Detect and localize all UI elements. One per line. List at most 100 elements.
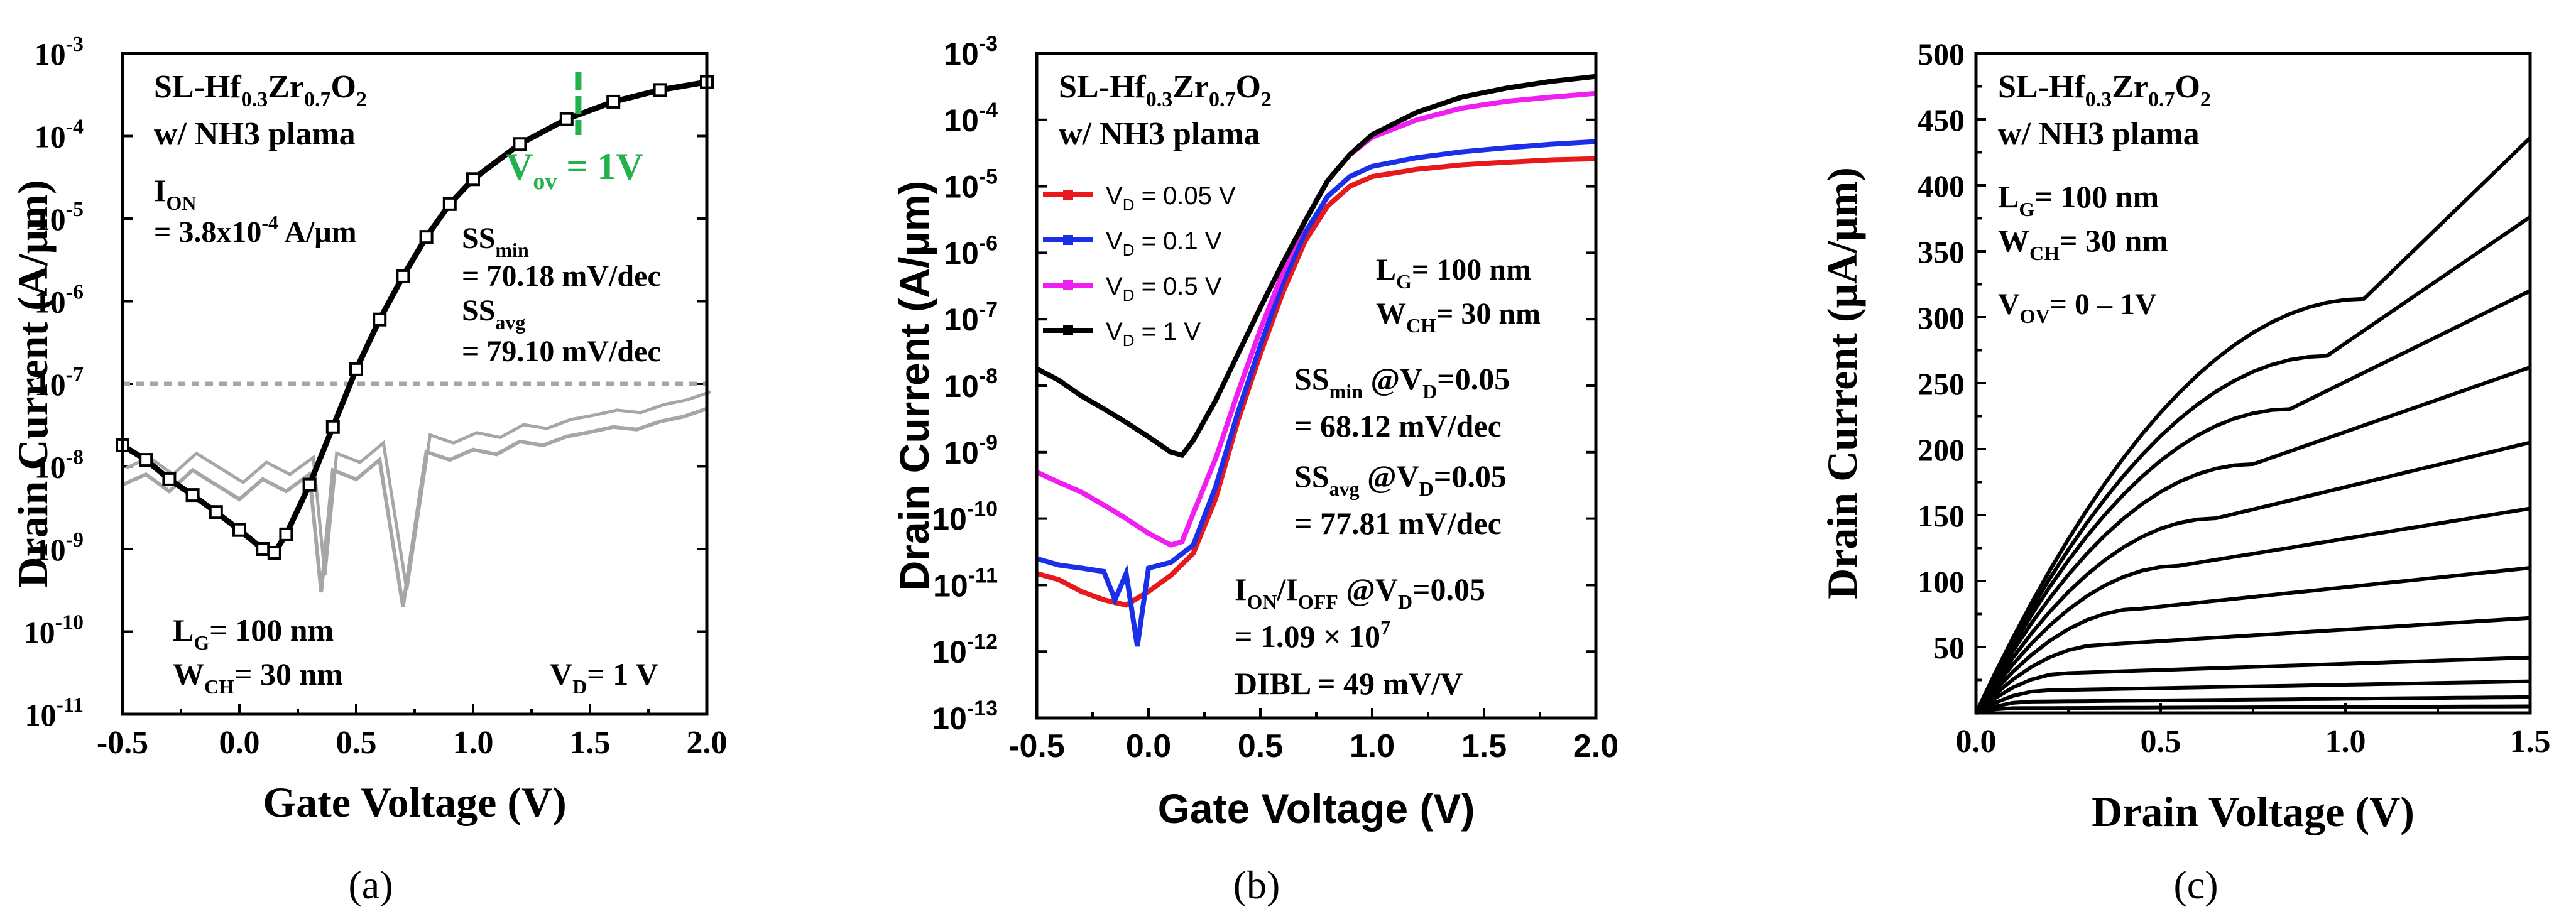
panel-a-drain-marker bbox=[396, 269, 410, 283]
panel-b-series-1 bbox=[1035, 139, 1596, 647]
panel-b-ylabel: Drain Current (A/μm) bbox=[891, 181, 937, 591]
panel-c-series-10 bbox=[1975, 695, 2531, 715]
panel-b-legend-label: VD = 0.1 V bbox=[1106, 227, 1222, 259]
panel-a-ion-label: ION bbox=[154, 173, 196, 214]
panel-a-caption: (a) bbox=[348, 862, 393, 907]
panel-c-series-11 bbox=[1975, 704, 2531, 715]
panel-b-xtick-label: 2.0 bbox=[1573, 728, 1618, 764]
panel-c-series-1 bbox=[1974, 215, 2531, 714]
panel-a-xtick-label: 2.0 bbox=[687, 725, 728, 761]
panel-b-ytick-label: 10-3 bbox=[944, 32, 998, 72]
panel-b-series-2 bbox=[1035, 90, 1596, 548]
panel-a-series bbox=[116, 72, 714, 607]
panel-c-xtick-label: 1.0 bbox=[2325, 724, 2366, 759]
panel-c-ytick-label: 150 bbox=[1918, 498, 1965, 533]
panel-c-series-9 bbox=[1975, 679, 2531, 715]
panel-c-ytick-label: 450 bbox=[1918, 102, 1965, 138]
panel-b-ssmin-value: = 68.12 mV/dec bbox=[1294, 408, 1502, 443]
panel-a-ylabel: Drain Current (A/μm) bbox=[9, 180, 57, 587]
panel-b-ytick-label: 10-7 bbox=[944, 298, 998, 337]
panel-b-series-3 bbox=[1035, 73, 1596, 459]
panel-c-ytick-label: 200 bbox=[1918, 432, 1965, 467]
panel-c-xtick-label: 0.5 bbox=[2141, 724, 2181, 759]
panel-a-ytick-label: 10-9 bbox=[35, 528, 84, 567]
panel-a-ytick-label: 10-5 bbox=[35, 198, 84, 237]
panel-c-device-line1: SL-Hf0.3Zr0.7O2 bbox=[1998, 69, 2211, 111]
panel-b-tick-labels: -0.5 0.0 0.5 1.0 1.5 2.0 10-13 10-12 10-11 10-10 1… bbox=[932, 32, 1618, 764]
panel-b-ytick-label: 10-11 bbox=[933, 563, 998, 603]
panel-c-device-line2: w/ NH3 plama bbox=[1998, 116, 2200, 152]
panel-a-vov-label: Vov = 1V bbox=[506, 146, 643, 195]
panel-b-legend-marker bbox=[1063, 235, 1073, 245]
panel-b-ytick-label: 10-10 bbox=[932, 498, 998, 537]
panel-a-drain-marker bbox=[373, 312, 387, 327]
panel-b-xtick-label: 0.5 bbox=[1238, 728, 1283, 764]
panel-a-device-line1: SL-Hf0.3Zr0.7O2 bbox=[154, 69, 367, 111]
panel-b-ytick-label: 10-13 bbox=[932, 697, 998, 736]
panel-b-legend: VD = 0.05 V VD = 0.1 V VD = 0.5 V VD = 1 V bbox=[1043, 182, 1236, 350]
panel-a-ion-value: = 3.8x10-4 A/μm bbox=[154, 211, 357, 249]
panel-b-device-line1: SL-Hf0.3Zr0.7O2 bbox=[1059, 69, 1272, 111]
panel-a-drain-marker bbox=[209, 505, 223, 519]
panel-a-ssavg-label: SSavg bbox=[462, 294, 525, 334]
panel-b-lg: LG= 100 nm bbox=[1376, 253, 1531, 293]
panel-b-dibl: DIBL = 49 mV/V bbox=[1235, 666, 1463, 701]
panel-a-drain-marker bbox=[185, 488, 200, 503]
panel-a-xtick-label: 1.0 bbox=[453, 725, 494, 761]
panel-c-caption: (c) bbox=[2173, 862, 2218, 907]
panel-a-wch: WCH= 30 nm bbox=[173, 656, 343, 698]
panel-a-ytick-label: 10-6 bbox=[35, 281, 84, 320]
panel-b-ytick-label: 10-4 bbox=[944, 99, 998, 138]
panel-b-ytick-label: 10-8 bbox=[944, 364, 998, 404]
panel-a-ytick-label: 10-8 bbox=[35, 446, 84, 485]
panel-b-series bbox=[1035, 73, 1596, 647]
panel-a-drain-marker bbox=[232, 523, 246, 537]
panel-a-ytick-label: 10-3 bbox=[35, 33, 84, 72]
panel-a-drain-marker bbox=[466, 172, 480, 187]
panel-c-series-4 bbox=[1974, 440, 2531, 714]
panel-b-wch: WCH= 30 nm bbox=[1376, 297, 1541, 337]
panel-c-plot-frame bbox=[1974, 52, 2532, 715]
panel-b-xtick-label: 0.0 bbox=[1126, 728, 1171, 764]
panel-a-vd: VD= 1 V bbox=[550, 656, 658, 698]
panel-b-xtick-label: 1.0 bbox=[1350, 728, 1395, 764]
panel-c-wch: WCH= 30 nm bbox=[1998, 223, 2168, 264]
panel-a-xlabel: Gate Voltage (V) bbox=[263, 778, 566, 826]
panel-a-drain-marker bbox=[162, 472, 177, 486]
panel-b-ytick-label: 10-5 bbox=[944, 165, 998, 205]
panel-b-xtick-label: -0.5 bbox=[1008, 728, 1065, 764]
panel-c-series-6 bbox=[1974, 566, 2531, 714]
panel-c-ytick-label: 50 bbox=[1933, 630, 1965, 665]
panel-c-ytick-label: 300 bbox=[1918, 300, 1965, 335]
panel-b-legend-marker bbox=[1063, 280, 1073, 290]
panel-c-ytick-label: 100 bbox=[1918, 564, 1965, 599]
panel-c-ytick-label: 500 bbox=[1918, 36, 1965, 72]
panel-b-series-0 bbox=[1035, 156, 1596, 608]
panel-c-xtick-label: 1.5 bbox=[2510, 724, 2551, 759]
panel-c-vov: VOV= 0 – 1V bbox=[1998, 288, 2157, 327]
panel-c-series-0 bbox=[1974, 136, 2532, 714]
panel-b-legend-marker bbox=[1063, 325, 1073, 335]
panel-c-xtick-label: 0.0 bbox=[1956, 724, 1997, 759]
panel-b-legend-marker bbox=[1063, 190, 1073, 200]
panel-a-drain-marker bbox=[302, 477, 317, 492]
panel-b-ionioff-value: = 1.09 × 107 bbox=[1235, 616, 1390, 654]
panel-c-series bbox=[1974, 136, 2532, 715]
panel-b-ytick-label: 10-9 bbox=[944, 431, 998, 470]
panel-a-drain-marker bbox=[442, 197, 457, 211]
panel-a-ytick-label: 10-11 bbox=[25, 693, 84, 732]
panel-a-drain-marker bbox=[279, 527, 293, 541]
panel-a-tick-labels: -0.5 0.0 0.5 1.0 1.5 2.0 10-11 10-10 10-9 10-8 10-… bbox=[24, 33, 728, 761]
panel-c-ytick-label: 250 bbox=[1918, 366, 1965, 401]
panel-a-series-leakage-sweep bbox=[125, 390, 711, 590]
panel-a-lg: LG= 100 nm bbox=[173, 612, 334, 654]
panel-c-tick-labels: 0.0 0.5 1.0 1.5 50 100 150 200 250 300 350 400 450 50… bbox=[1918, 36, 2551, 759]
panel-a-series-leakage bbox=[121, 406, 707, 607]
panel-b-ssavg-value: = 77.81 mV/dec bbox=[1294, 506, 1502, 541]
panel-b-device-line2: w/ NH3 plama bbox=[1059, 116, 1260, 152]
panel-c-series-3 bbox=[1974, 365, 2531, 714]
panel-a-drain-marker bbox=[606, 94, 621, 109]
panel-a: -0.5 0.0 0.5 1.0 1.5 2.0 10-11 10-10 10-9 10-8 10-… bbox=[9, 33, 728, 907]
panel-a-ytick-label: 10-10 bbox=[24, 611, 84, 650]
